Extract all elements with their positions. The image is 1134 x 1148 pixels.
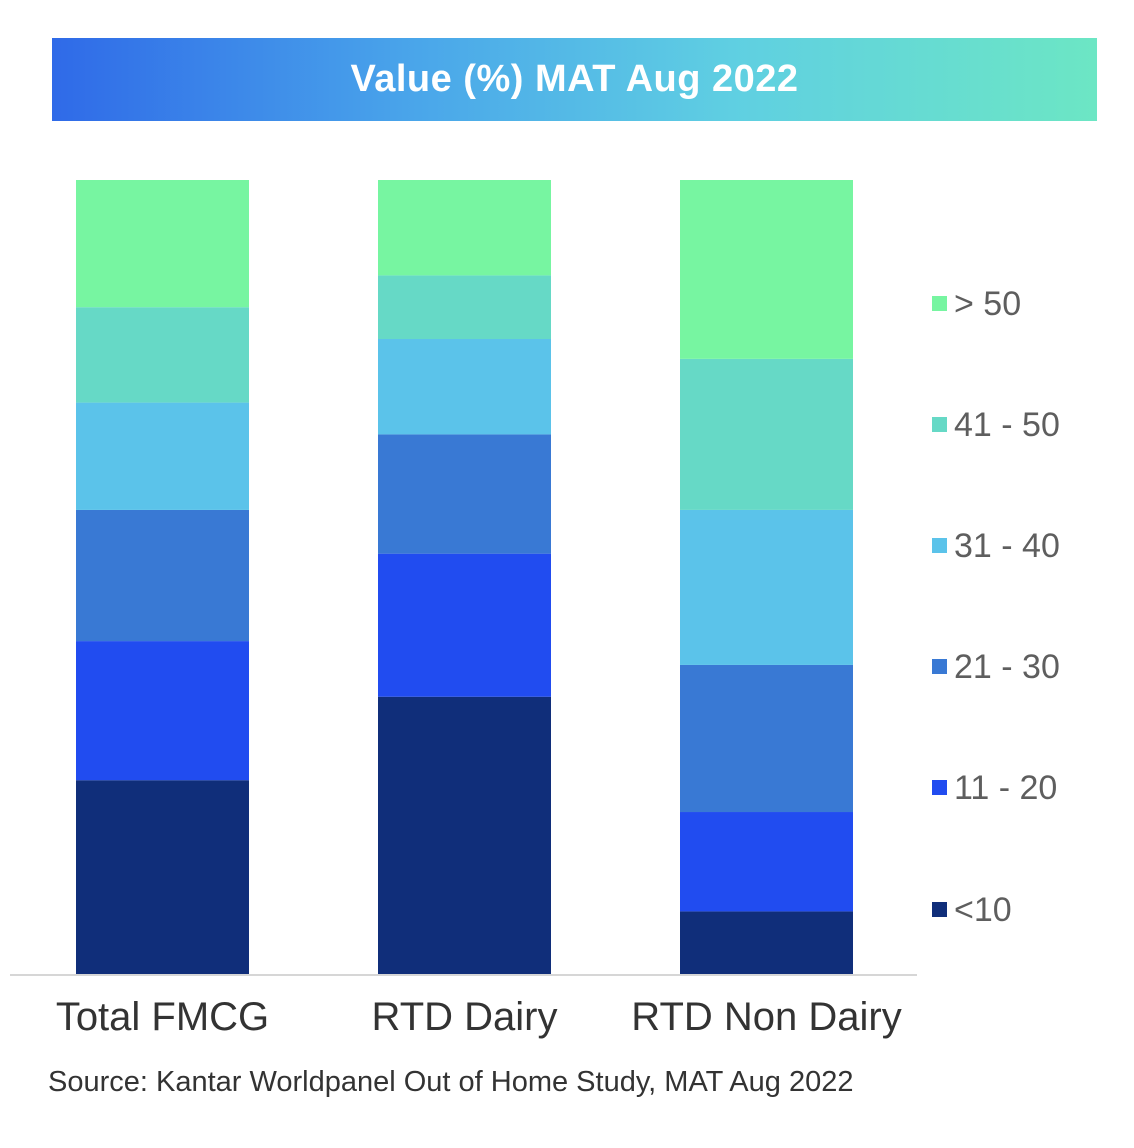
- legend-item: <10: [932, 891, 1012, 929]
- legend-item: 11 - 20: [932, 769, 1057, 807]
- legend-swatch: [932, 296, 947, 311]
- x-axis-tick-label: RTD Non Dairy: [631, 995, 901, 1039]
- legend-swatch: [932, 780, 947, 795]
- legend-label: 11 - 20: [954, 769, 1057, 807]
- legend-swatch: [932, 538, 947, 553]
- legend-label: 41 - 50: [954, 406, 1060, 444]
- bar-segment: [76, 402, 249, 510]
- x-axis-tick-label: Total FMCG: [56, 995, 269, 1039]
- chart-title: Value (%) MAT Aug 2022: [350, 58, 799, 100]
- bar-segment: [680, 911, 853, 975]
- bar-segment: [76, 641, 249, 781]
- bar-segment: [378, 696, 551, 975]
- bar-segment: [76, 780, 249, 975]
- legend-swatch: [932, 659, 947, 674]
- legend-label: <10: [954, 891, 1012, 929]
- legend-label: 21 - 30: [954, 648, 1060, 686]
- legend: > 50 41 - 50 31 - 40 21 - 30 11 - 20 <10: [932, 285, 1060, 929]
- legend-item: 21 - 30: [932, 648, 1060, 686]
- legend-label: 31 - 40: [954, 527, 1060, 565]
- bar-segment: [680, 812, 853, 912]
- bar-segment: [76, 307, 249, 403]
- source-note: Source: Kantar Worldpanel Out of Home St…: [48, 1066, 854, 1098]
- legend-item: > 50: [932, 285, 1021, 323]
- legend-label: > 50: [954, 285, 1021, 323]
- bar-segment: [680, 509, 853, 665]
- bar-segment: [378, 339, 551, 435]
- bar-segment: [378, 553, 551, 697]
- bar-segment: [680, 180, 853, 359]
- x-axis-tick-label: RTD Dairy: [372, 995, 558, 1039]
- legend-swatch: [932, 902, 947, 917]
- chart-title-banner: Value (%) MAT Aug 2022: [52, 38, 1097, 121]
- x-axis-labels: Total FMCG RTD Dairy RTD Non Dairy: [56, 995, 902, 1039]
- legend-swatch: [932, 417, 947, 432]
- bars-group: [76, 180, 853, 975]
- bar-segment: [378, 180, 551, 276]
- bar-segment: [680, 358, 853, 510]
- bar-segment: [378, 434, 551, 554]
- bar-segment: [76, 509, 249, 642]
- bar-segment: [76, 180, 249, 308]
- bar-segment: [378, 275, 551, 339]
- bar-segment: [680, 664, 853, 813]
- legend-item: 41 - 50: [932, 406, 1060, 444]
- legend-item: 31 - 40: [932, 527, 1060, 565]
